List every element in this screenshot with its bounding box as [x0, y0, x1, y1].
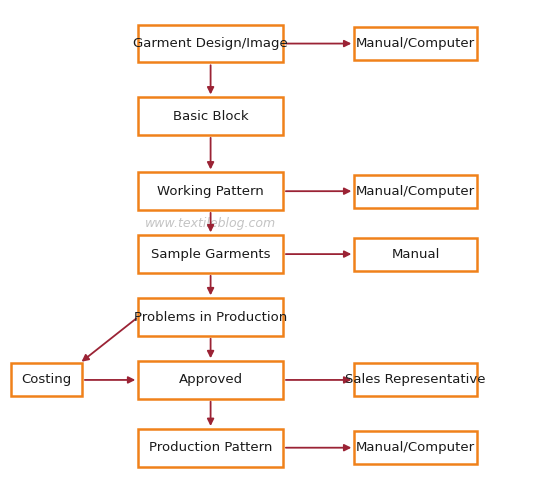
FancyBboxPatch shape [138, 97, 283, 135]
Text: Problems in Production: Problems in Production [134, 311, 287, 323]
FancyBboxPatch shape [138, 429, 283, 467]
Text: Manual/Computer: Manual/Computer [356, 441, 475, 454]
Text: Approved: Approved [178, 374, 243, 386]
FancyBboxPatch shape [11, 363, 82, 396]
FancyBboxPatch shape [138, 172, 283, 210]
Text: Basic Block: Basic Block [173, 110, 248, 122]
FancyBboxPatch shape [354, 431, 477, 464]
FancyBboxPatch shape [354, 363, 477, 396]
FancyBboxPatch shape [138, 298, 283, 336]
Text: Production Pattern: Production Pattern [149, 441, 272, 454]
Text: Sample Garments: Sample Garments [151, 248, 270, 260]
FancyBboxPatch shape [138, 235, 283, 273]
FancyBboxPatch shape [354, 27, 477, 60]
FancyBboxPatch shape [354, 238, 477, 271]
Text: Sales Representative: Sales Representative [346, 374, 486, 386]
Text: Working Pattern: Working Pattern [157, 185, 264, 197]
Text: Manual/Computer: Manual/Computer [356, 37, 475, 50]
Text: www.textileblog.com: www.textileblog.com [145, 217, 276, 230]
FancyBboxPatch shape [138, 361, 283, 399]
FancyBboxPatch shape [354, 175, 477, 208]
Text: Costing: Costing [21, 374, 72, 386]
FancyBboxPatch shape [138, 25, 283, 62]
Text: Manual/Computer: Manual/Computer [356, 185, 475, 197]
Text: Garment Design/Image: Garment Design/Image [133, 37, 288, 50]
Text: Manual: Manual [392, 248, 440, 260]
